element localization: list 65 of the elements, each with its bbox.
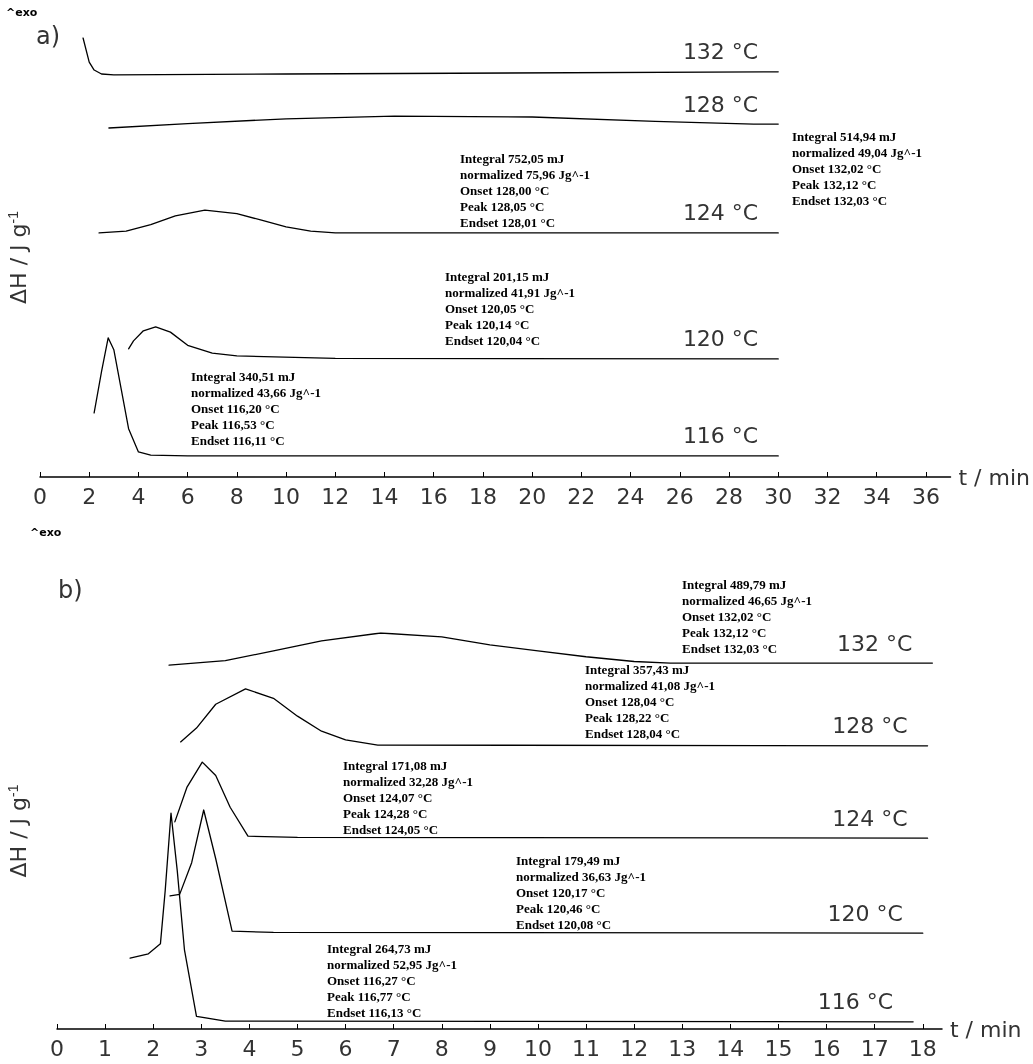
x-tick-label: 15: [764, 1035, 793, 1061]
series-label: 132 °C: [837, 630, 913, 656]
chart-title: b): [58, 576, 83, 604]
x-axis-title: t / min: [958, 464, 1030, 490]
x-tick-label: 8: [229, 483, 244, 509]
x-tick-label: 0: [50, 1035, 64, 1061]
x-tick-label: 11: [572, 1035, 601, 1061]
chart-title: a): [36, 22, 61, 50]
x-tick-label: 26: [665, 483, 694, 509]
x-tick-label: 28: [715, 483, 744, 509]
x-tick-label: 34: [862, 483, 891, 509]
series-label: 124 °C: [832, 805, 908, 831]
series-label: 116 °C: [682, 423, 759, 449]
x-tick-label: 4: [242, 1035, 257, 1061]
x-tick-label: 0: [33, 483, 47, 509]
text: ^exo: [30, 525, 62, 539]
annotation: Integral 201,15 mJ normalized 41,91 Jg^-1 Onset 120,05 °C Peak 120,14 °C Endset 120,04 °C: [445, 268, 575, 348]
x-tick-label: 14: [716, 1035, 745, 1061]
x-axis-title: t / min: [950, 1016, 1022, 1042]
series-label: 128 °C: [832, 713, 908, 739]
x-tick-label: 3: [194, 1035, 209, 1061]
x-tick-label: 2: [82, 483, 97, 509]
annotation: Integral 752,05 mJ normalized 75,96 Jg^-1 Onset 128,00 °C Peak 128,05 °C Endset 128,01 °C: [460, 150, 590, 230]
annotation: Integral 340,51 mJ normalized 43,66 Jg^-1 Onset 116,20 °C Peak 116,53 °C Endset 116,11 °C: [191, 368, 321, 448]
x-tick-label: 36: [911, 483, 940, 509]
annotation: Integral 264,73 mJ normalized 52,95 Jg^-1 Onset 116,27 °C Peak 116,77 °C Endset 116,13 °C: [327, 940, 457, 1020]
x-tick-label: 12: [620, 1035, 649, 1061]
x-tick-label: 1: [98, 1035, 113, 1061]
x-tick-label: 6: [338, 1035, 353, 1061]
x-tick-label: 2: [146, 1035, 161, 1061]
x-tick-label: 18: [908, 1035, 937, 1061]
annotation: Integral 357,43 mJ normalized 41,08 Jg^-1 Onset 128,04 °C Peak 128,22 °C Endset 128,04 °C: [585, 661, 715, 741]
annotation: Integral 179,49 mJ normalized 36,63 Jg^-1 Onset 120,17 °C Peak 120,46 °C Endset 120,08 °C: [516, 852, 646, 932]
x-tick-label: 7: [386, 1035, 401, 1061]
series-label: 120 °C: [827, 900, 903, 926]
series-label: 132 °C: [682, 39, 759, 65]
x-tick-label: 14: [370, 483, 399, 509]
series-label: 120 °C: [682, 326, 759, 352]
x-tick-label: 13: [668, 1035, 697, 1061]
annotation: Integral 171,08 mJ normalized 32,28 Jg^-1 Onset 124,07 °C Peak 124,28 °C Endset 124,05 °C: [343, 757, 473, 837]
x-tick-label: 8: [434, 1035, 449, 1061]
x-tick-label: 18: [468, 483, 497, 509]
x-tick-label: 9: [482, 1035, 497, 1061]
x-tick-label: 6: [180, 483, 195, 509]
y-axis-title: ΔH / J g-1: [5, 784, 31, 878]
annotation: Integral 514,94 mJ normalized 49,04 Jg^-1 Onset 132,02 °C Peak 132,12 °C Endset 132,03 °C: [792, 128, 922, 208]
x-tick-label: 17: [860, 1035, 889, 1061]
x-tick-label: 10: [523, 1035, 552, 1061]
x-tick-label: 4: [131, 483, 146, 509]
x-tick-label: 22: [567, 483, 596, 509]
x-tick-label: 16: [812, 1035, 841, 1061]
x-tick-label: 30: [764, 483, 793, 509]
x-tick-label: 32: [813, 483, 842, 509]
x-tick-label: 12: [321, 483, 350, 509]
x-tick-label: 16: [419, 483, 448, 509]
series-label: 128 °C: [682, 91, 759, 117]
series-label: 124 °C: [682, 200, 759, 226]
annotation: Integral 489,79 mJ normalized 46,65 Jg^-1 Onset 132,02 °C Peak 132,12 °C Endset 132,03 °C: [682, 576, 812, 656]
text: ^exo: [6, 5, 38, 19]
series-label: 116 °C: [817, 989, 894, 1015]
x-tick-label: 24: [616, 483, 645, 509]
x-tick-label: 5: [290, 1035, 305, 1061]
x-tick-label: 10: [272, 483, 301, 509]
y-axis-title: ΔH / J g-1: [5, 210, 31, 304]
x-tick-label: 20: [518, 483, 547, 509]
